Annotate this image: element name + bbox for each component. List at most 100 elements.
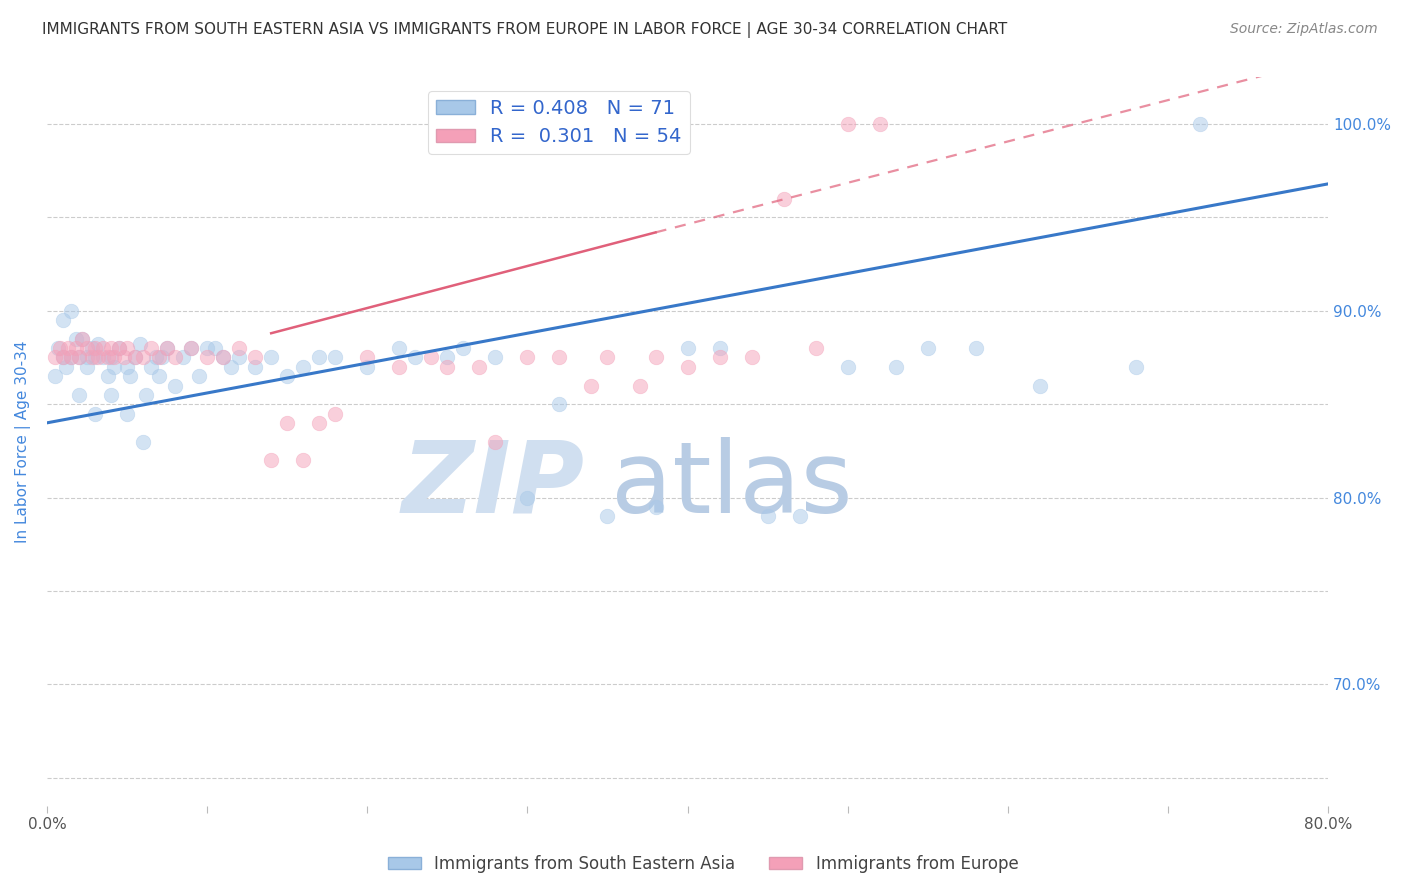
Point — [548, 397, 571, 411]
Point — [195, 351, 218, 365]
Point — [59, 351, 82, 365]
Point — [709, 351, 731, 365]
Point — [276, 369, 298, 384]
Point — [108, 341, 131, 355]
Point — [276, 416, 298, 430]
Point — [112, 351, 135, 365]
Point — [67, 351, 90, 365]
Point — [741, 351, 763, 365]
Point — [388, 359, 411, 374]
Point — [172, 351, 194, 365]
Point — [917, 341, 939, 355]
Point — [52, 351, 75, 365]
Point — [212, 351, 235, 365]
Point — [548, 351, 571, 365]
Point — [124, 351, 146, 365]
Point — [65, 341, 87, 355]
Point — [195, 341, 218, 355]
Point — [150, 351, 173, 365]
Point — [97, 369, 120, 384]
Point — [260, 351, 283, 365]
Point — [228, 341, 250, 355]
Point — [644, 351, 666, 365]
Point — [709, 341, 731, 355]
Point — [516, 351, 538, 365]
Point — [56, 341, 79, 355]
Point — [884, 359, 907, 374]
Point — [644, 500, 666, 514]
Point — [156, 341, 179, 355]
Point — [84, 341, 107, 355]
Point — [115, 341, 138, 355]
Point — [837, 359, 859, 374]
Point — [103, 351, 125, 365]
Legend: R = 0.408   N = 71, R =  0.301   N = 54: R = 0.408 N = 71, R = 0.301 N = 54 — [429, 91, 689, 154]
Text: IMMIGRANTS FROM SOUTH EASTERN ASIA VS IMMIGRANTS FROM EUROPE IN LABOR FORCE | AG: IMMIGRANTS FROM SOUTH EASTERN ASIA VS IM… — [42, 22, 1008, 38]
Point — [756, 509, 779, 524]
Point — [128, 337, 150, 351]
Point — [103, 359, 125, 374]
Point — [87, 337, 110, 351]
Point — [67, 351, 90, 365]
Point — [204, 341, 226, 355]
Point — [84, 351, 107, 365]
Point — [484, 434, 506, 449]
Point — [596, 509, 619, 524]
Point — [91, 341, 114, 355]
Point — [44, 351, 66, 365]
Point — [139, 341, 162, 355]
Point — [46, 341, 69, 355]
Point — [308, 351, 330, 365]
Point — [219, 359, 242, 374]
Point — [789, 509, 811, 524]
Point — [772, 192, 794, 206]
Point — [628, 378, 651, 392]
Point — [165, 378, 187, 392]
Point — [67, 388, 90, 402]
Point — [1189, 117, 1212, 131]
Point — [308, 416, 330, 430]
Point — [484, 351, 506, 365]
Point — [100, 341, 122, 355]
Point — [165, 351, 187, 365]
Text: Source: ZipAtlas.com: Source: ZipAtlas.com — [1230, 22, 1378, 37]
Point — [156, 341, 179, 355]
Point — [228, 351, 250, 365]
Point — [516, 491, 538, 505]
Point — [139, 359, 162, 374]
Point — [76, 359, 98, 374]
Point — [59, 351, 82, 365]
Point — [120, 369, 142, 384]
Point — [180, 341, 202, 355]
Point — [52, 351, 75, 365]
Point — [581, 378, 603, 392]
Point — [76, 351, 98, 365]
Point — [804, 341, 827, 355]
Point — [243, 351, 266, 365]
Point — [44, 369, 66, 384]
Point — [80, 351, 103, 365]
Point — [91, 351, 114, 365]
Point — [124, 351, 146, 365]
Point — [676, 359, 699, 374]
Point — [468, 359, 491, 374]
Point — [132, 351, 155, 365]
Point — [115, 407, 138, 421]
Point — [676, 341, 699, 355]
Point — [97, 351, 120, 365]
Point — [356, 359, 378, 374]
Point — [323, 351, 346, 365]
Point — [243, 359, 266, 374]
Point — [260, 453, 283, 467]
Text: atlas: atlas — [610, 437, 852, 533]
Point — [145, 351, 167, 365]
Point — [388, 341, 411, 355]
Point — [49, 341, 72, 355]
Point — [100, 351, 122, 365]
Point — [59, 303, 82, 318]
Point — [180, 341, 202, 355]
Point — [436, 351, 458, 365]
Point — [1029, 378, 1052, 392]
Point — [837, 117, 859, 131]
Point — [453, 341, 475, 355]
